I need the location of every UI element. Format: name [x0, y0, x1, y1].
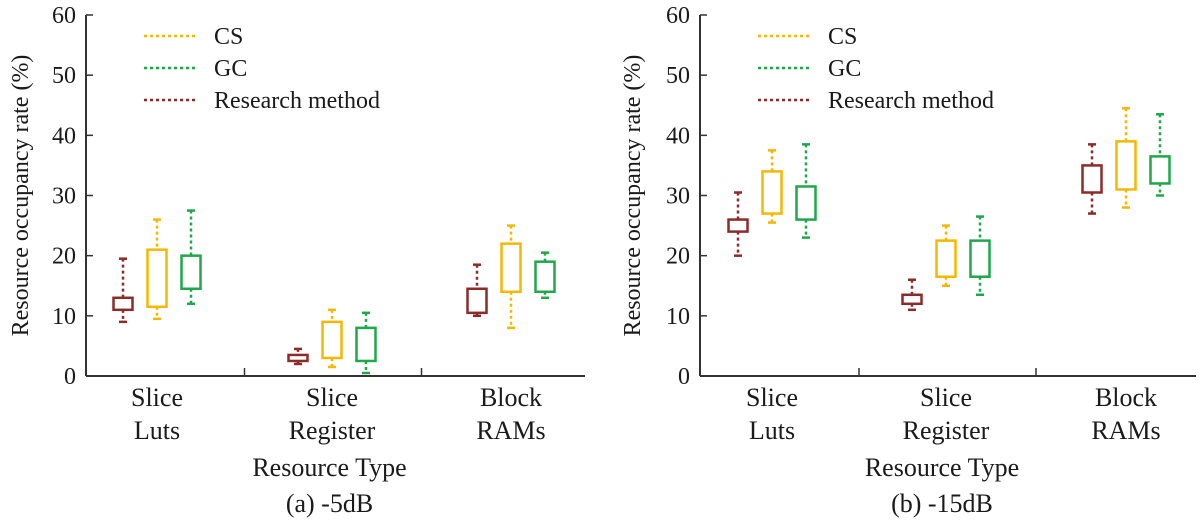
panel-b-y-tick-label: 30	[666, 184, 690, 210]
panel-b-category-label: Block	[1095, 383, 1157, 412]
iqr-box	[1149, 155, 1171, 185]
panel-b-y-tick-label: 40	[666, 123, 690, 149]
panel-a-box-research-method	[287, 347, 309, 366]
panel-b-box-gc	[795, 143, 817, 239]
panel-a-category-label: Slice	[131, 383, 183, 412]
panel-a-y-tick-label: 40	[52, 123, 76, 149]
panel-a-legend-label: Research method	[214, 88, 380, 114]
panel-a-box-cs	[146, 218, 168, 321]
panel-a-legend-label: GC	[214, 56, 247, 82]
iqr-box	[1115, 140, 1137, 191]
panel-a-y-tick-label: 10	[52, 304, 76, 330]
panel-a-category-label: Register	[289, 416, 376, 445]
panel-a-y-tick-label: 50	[52, 63, 76, 89]
panel-a-box-cs	[321, 308, 343, 369]
panel-a-y-axis-label: Resource occupancy rate (%)	[8, 55, 34, 337]
panel-b-y-axis-label: Resource occupancy rate (%)	[620, 55, 646, 337]
panel-a-box-gc	[534, 251, 556, 300]
panel-b-box-gc	[969, 215, 991, 297]
panel-b-box-gc	[1149, 113, 1171, 197]
panel-b-y-tick-label: 0	[678, 364, 690, 390]
panel-b-box-research-method	[727, 191, 749, 257]
iqr-box	[727, 218, 749, 233]
panel-b-legend-label: Research method	[828, 88, 994, 114]
iqr-box	[180, 254, 202, 291]
iqr-box	[935, 239, 957, 278]
panel-a-box-research-method	[466, 263, 488, 318]
panel-a-x-axis-label: Resource Type	[252, 453, 406, 482]
panel-a-box-gc	[180, 209, 202, 306]
panel-a-category-label: RAMs	[476, 416, 545, 445]
panel-a-category-label: Luts	[134, 416, 180, 445]
iqr-box	[795, 185, 817, 221]
iqr-box	[1081, 164, 1103, 194]
panel-b-caption: (b) -15dB	[891, 489, 993, 518]
panel-b-box-cs	[1115, 107, 1137, 209]
panel-b-legend-label: CS	[828, 24, 857, 50]
iqr-box	[146, 248, 168, 309]
panel-a-y-tick-label: 20	[52, 244, 76, 270]
panel-a-box-research-method	[112, 257, 134, 324]
iqr-box	[321, 320, 343, 360]
panel-b-category-label: Register	[903, 416, 990, 445]
panel-a-caption: (a) -5dB	[286, 489, 373, 518]
panel-b-x-axis-label: Resource Type	[865, 453, 1019, 482]
iqr-box	[500, 242, 522, 294]
panel-a-box-cs	[500, 224, 522, 330]
iqr-box	[355, 326, 377, 363]
panel-b-box-research-method	[1081, 143, 1103, 215]
panel-a-y-tick-label: 60	[52, 3, 76, 29]
panel-a-box-gc	[355, 311, 377, 375]
iqr-box	[112, 296, 134, 312]
panel-b-category-label: Slice	[746, 383, 798, 412]
panel-b-box-research-method	[901, 278, 923, 312]
panel-b-y-tick-label: 20	[666, 244, 690, 270]
panel-b-category-label: Luts	[749, 416, 795, 445]
iqr-box	[287, 353, 309, 363]
panel-a-category-label: Block	[480, 383, 542, 412]
panel-a-legend-label: CS	[214, 24, 243, 50]
panel-a-category-label: Slice	[306, 383, 358, 412]
iqr-box	[901, 293, 923, 306]
panel-b-box-cs	[761, 149, 783, 224]
iqr-box	[534, 260, 556, 294]
panel-b-y-tick-label: 60	[666, 3, 690, 29]
panel-b-legend-label: GC	[828, 56, 861, 82]
panel-a-y-tick-label: 0	[64, 364, 76, 390]
panel-b-category-label: RAMs	[1091, 416, 1160, 445]
panel-b-y-tick-label: 50	[666, 63, 690, 89]
iqr-box	[969, 239, 991, 278]
panel-b-category-label: Slice	[920, 383, 972, 412]
iqr-box	[761, 170, 783, 215]
panel-a-y-tick-label: 30	[52, 184, 76, 210]
panel-b-y-tick-label: 10	[666, 304, 690, 330]
iqr-box	[466, 287, 488, 315]
panel-b-box-cs	[935, 224, 957, 287]
